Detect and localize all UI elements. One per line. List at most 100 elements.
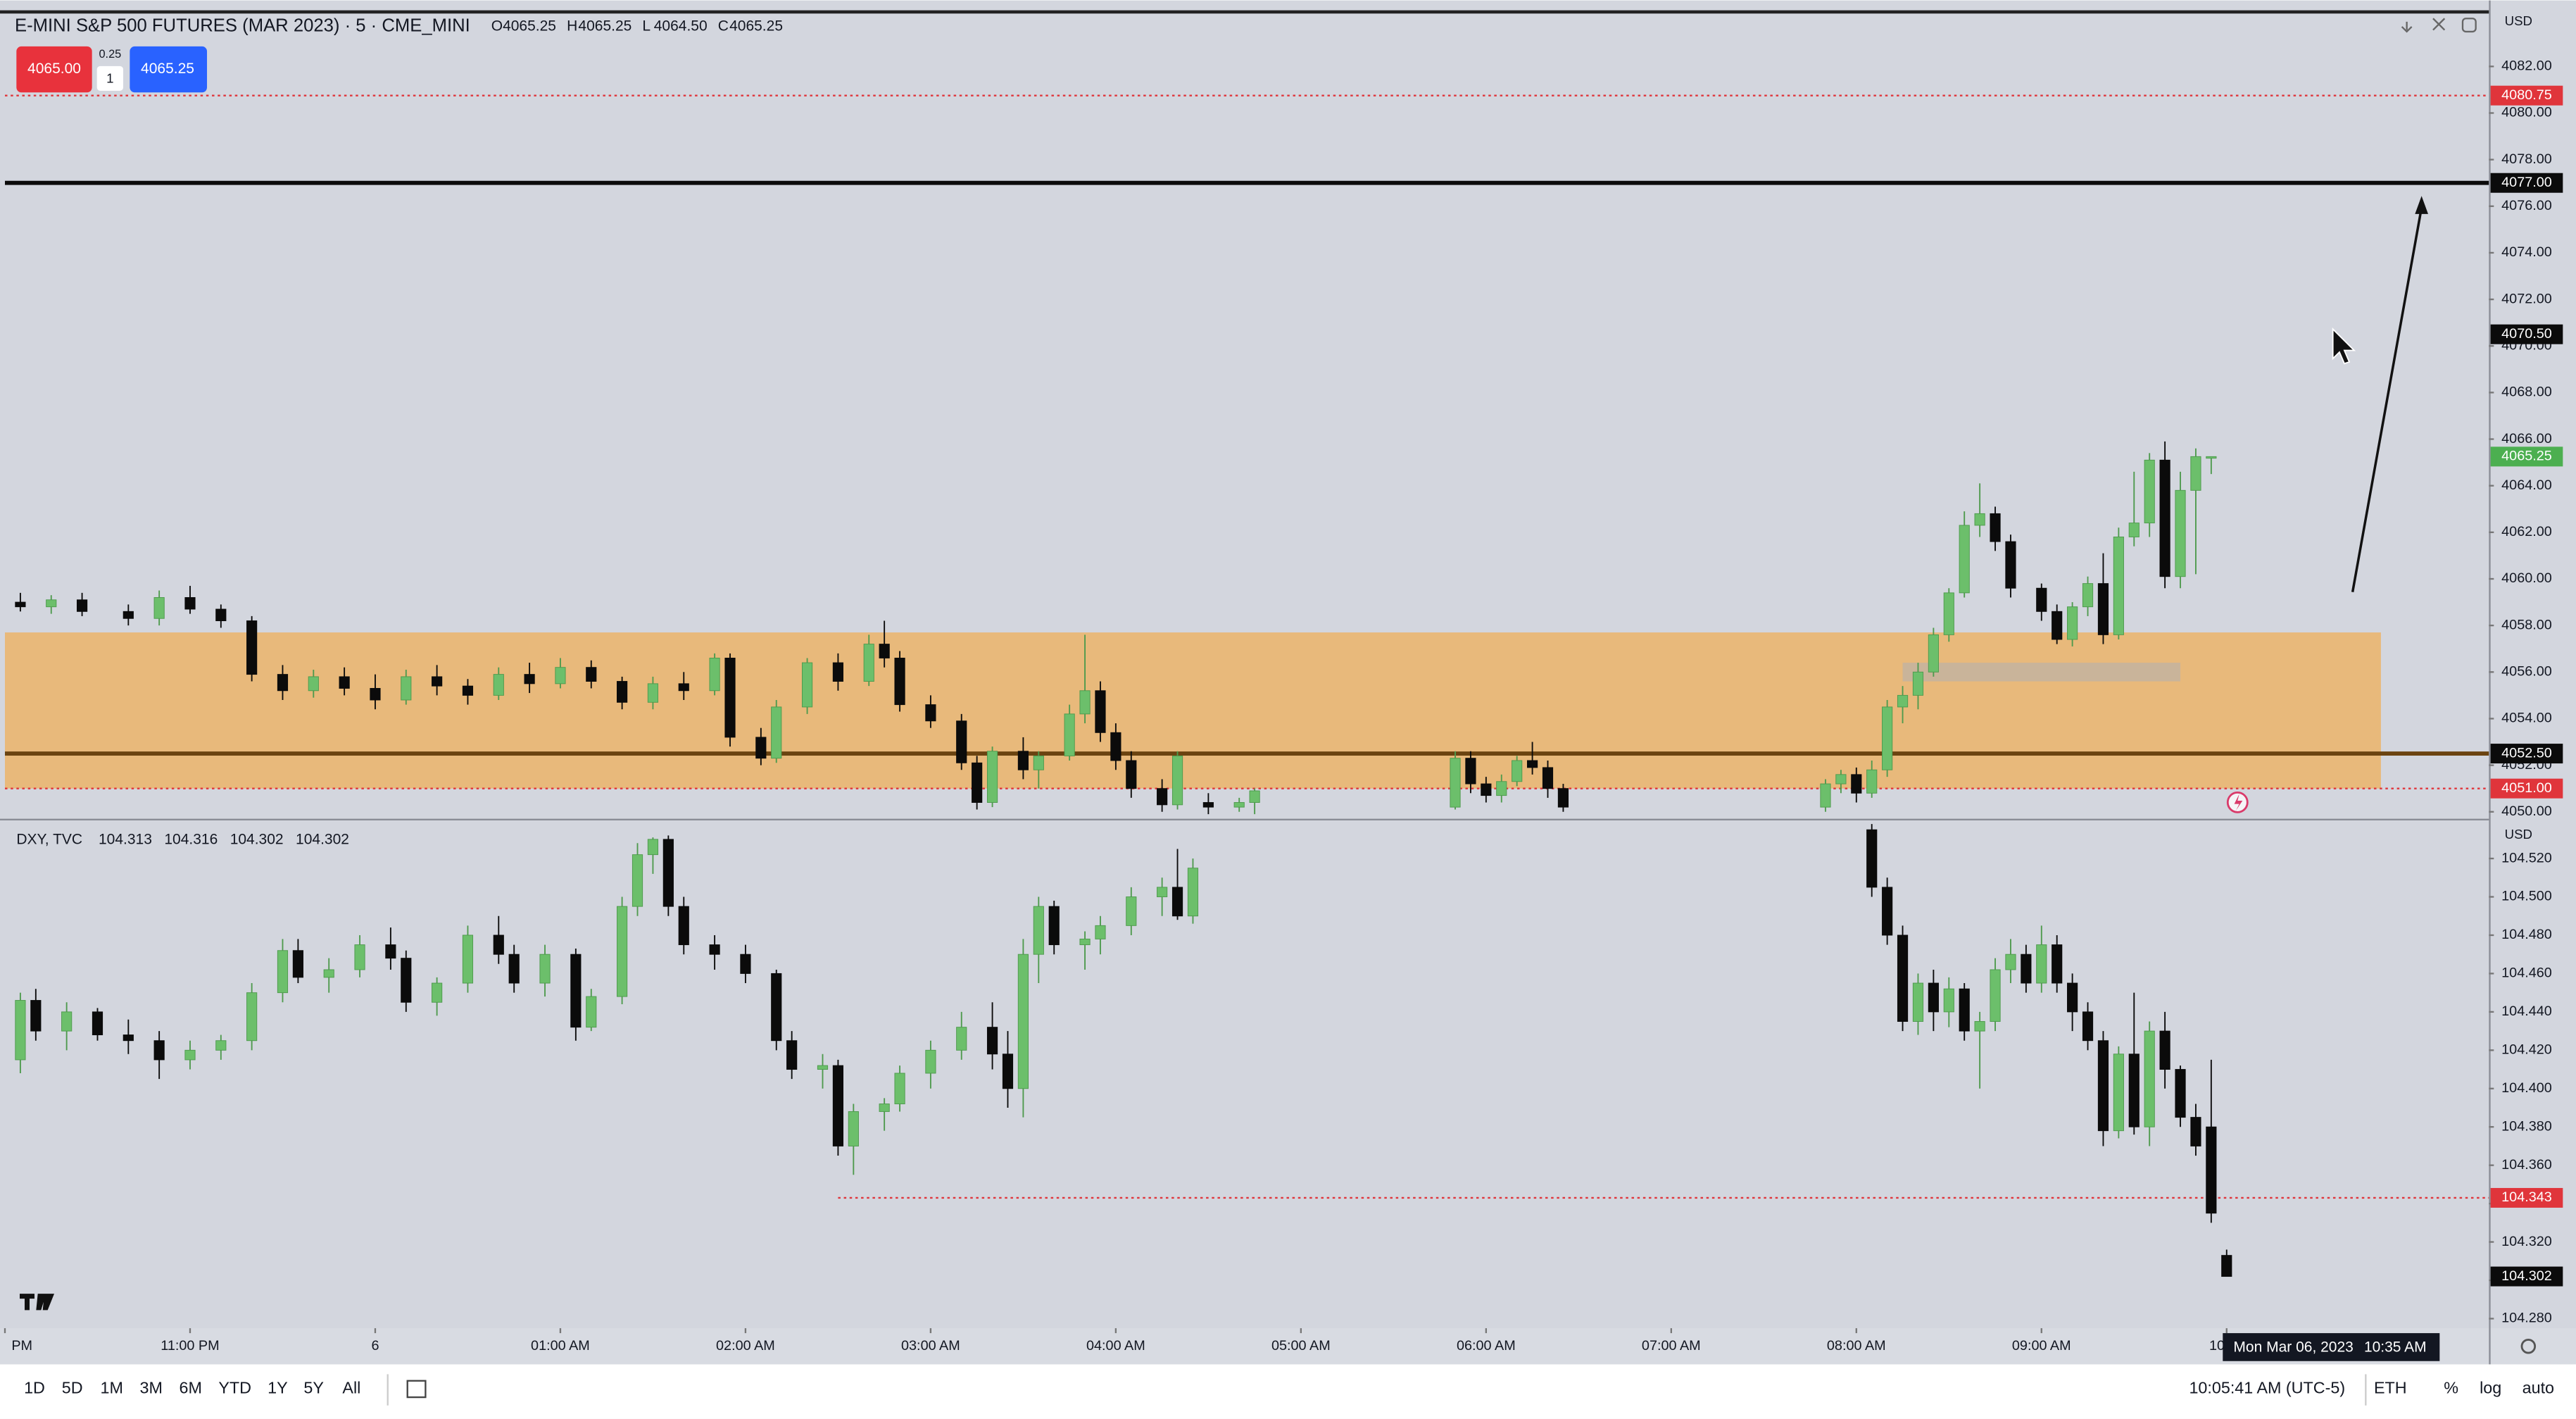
icon-maximize[interactable]: [2461, 18, 2477, 33]
candle-body: [647, 839, 659, 856]
settings-icon[interactable]: [2520, 1339, 2537, 1354]
range-button[interactable]: YTD: [218, 1379, 251, 1397]
candle-body: [724, 657, 736, 738]
candle-body: [339, 676, 350, 689]
x-tick-label: 04:00 AM: [1086, 1338, 1145, 1354]
ohlc-prefix: H: [567, 18, 577, 34]
y-tick-label: 104.460: [2501, 965, 2552, 981]
candle-body: [1249, 790, 1260, 803]
scale-option[interactable]: auto: [2522, 1379, 2554, 1397]
candle-body: [1959, 525, 1970, 594]
candle-body: [2144, 459, 2155, 524]
range-button[interactable]: 1D: [24, 1379, 45, 1397]
candle-body: [122, 611, 134, 619]
range-button[interactable]: 1M: [100, 1379, 122, 1397]
candle-body: [678, 683, 689, 692]
range-button[interactable]: All: [342, 1379, 360, 1397]
candle-body: [894, 657, 905, 706]
scale-option[interactable]: %: [2444, 1379, 2458, 1397]
candle-body: [2097, 583, 2109, 635]
candle-body: [1017, 954, 1029, 1089]
candle-body: [879, 644, 890, 658]
ohlc-value: 4065.25: [503, 18, 556, 34]
currency[interactable]: USD: [2505, 13, 2532, 28]
candle-body: [1527, 760, 1538, 768]
crosshair-time: 10:35 AM: [2364, 1339, 2427, 1356]
candle-body: [308, 676, 319, 692]
crosshair-date: Mon Mar 06, 2023: [2233, 1339, 2353, 1356]
candle-body: [771, 973, 782, 1042]
candle-body: [1866, 829, 1878, 888]
symbol-title: E-MINI S&P 500 FUTURES (MAR 2023) · 5 · …: [15, 16, 470, 36]
x-tick-label: 05:00 AM: [1271, 1338, 1331, 1354]
y-tick-label: 4064.00: [2501, 477, 2552, 493]
range-button[interactable]: 5D: [62, 1379, 83, 1397]
candle-body: [1048, 906, 1060, 946]
candle-body: [1882, 706, 1893, 770]
y-tick-label: 104.520: [2501, 850, 2552, 865]
price-flag-label: 4070.50: [2501, 326, 2552, 342]
candle-body: [215, 608, 227, 622]
sell-price: 4065.00: [27, 61, 81, 77]
price-flag-label: 4080.75: [2501, 87, 2552, 103]
y-tick-label: 4056.00: [2501, 664, 2552, 680]
spread: 0.25: [99, 48, 121, 61]
icon-collapse[interactable]: [2401, 21, 2413, 33]
alert-bolt: [2234, 794, 2243, 811]
y-tick-label: 104.440: [2501, 1004, 2552, 1019]
candle-body: [1079, 690, 1091, 715]
candle-body: [246, 992, 258, 1042]
y-tick-label: 104.500: [2501, 889, 2552, 904]
candle-body: [1912, 671, 1924, 696]
qty-box[interactable]: [96, 65, 124, 91]
candle-body: [1110, 732, 1121, 761]
y-tick-label: 4078.00: [2501, 151, 2552, 167]
candle-body: [1171, 887, 1183, 917]
candle-body: [956, 1027, 967, 1051]
ohlc-prefix: C: [718, 18, 729, 34]
range-button[interactable]: 1Y: [268, 1379, 288, 1397]
candle-body: [2144, 1030, 2155, 1127]
candle-body: [1897, 694, 1909, 708]
price-flag: [2490, 1266, 2563, 1287]
candle-body: [2005, 541, 2016, 589]
arrow-head: [2415, 196, 2428, 214]
candle-body: [1835, 774, 1847, 784]
candle-body: [2113, 537, 2124, 635]
drawn-arrow: [2351, 207, 2423, 592]
y-tick-label: 104.400: [2501, 1080, 2552, 1096]
candle-body: [2113, 1054, 2124, 1132]
quantity: 1: [106, 71, 113, 86]
candle-body: [1017, 751, 1029, 770]
range-button[interactable]: 6M: [179, 1379, 201, 1397]
date-range-icon[interactable]: [406, 1380, 427, 1399]
candle-body: [524, 674, 535, 685]
range-button[interactable]: 5Y: [303, 1379, 324, 1397]
price-flag: [2490, 446, 2563, 467]
candle-body: [1974, 513, 1985, 526]
candle-body: [832, 1065, 844, 1146]
candle-body: [879, 1104, 890, 1112]
y-tick-label: 4058.00: [2501, 617, 2552, 632]
mouse-cursor: [2332, 327, 2356, 365]
candle-body: [986, 1027, 998, 1055]
currency[interactable]: USD: [2505, 827, 2532, 842]
candle-body: [848, 1111, 859, 1146]
session[interactable]: ETH: [2374, 1379, 2407, 1397]
candle-body: [1959, 988, 1970, 1032]
sell-button[interactable]: [16, 46, 92, 93]
crosshair-label: [2223, 1333, 2440, 1361]
candle-body: [292, 950, 303, 978]
buy-button[interactable]: [130, 46, 208, 93]
range-button[interactable]: 3M: [139, 1379, 162, 1397]
x-tick-label: 09:00 AM: [2012, 1338, 2071, 1354]
icon-close[interactable]: [2432, 18, 2446, 31]
candle-body: [246, 620, 258, 675]
candle-body: [1095, 925, 1106, 939]
scale-option[interactable]: log: [2480, 1379, 2501, 1397]
price-flag-label: 4052.50: [2501, 745, 2552, 761]
candle-body: [1990, 513, 2001, 542]
bottom-toolbar: [0, 1364, 2576, 1419]
candle-body: [277, 950, 289, 994]
candle-body: [2128, 1054, 2140, 1127]
